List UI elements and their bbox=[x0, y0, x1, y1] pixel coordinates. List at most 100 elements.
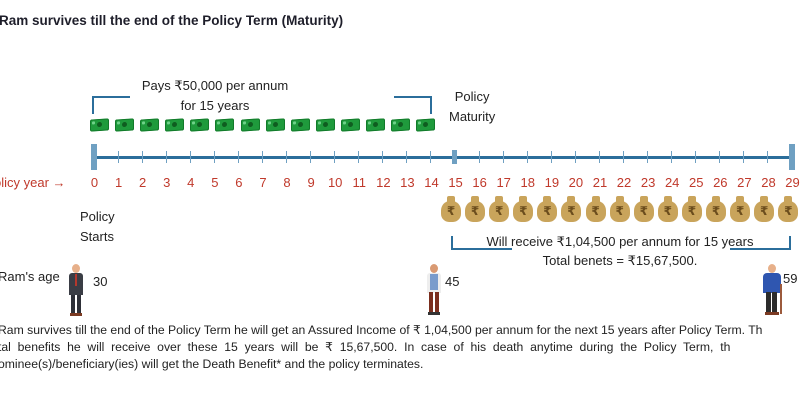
money-bag-rupee-icon: ₹ bbox=[657, 196, 678, 222]
paragraph-line-1: Ram survives till the end of the Policy … bbox=[0, 323, 763, 337]
money-bag-rupee-icon: ₹ bbox=[585, 196, 606, 222]
timeline-tick bbox=[623, 151, 625, 163]
year-label: 26 bbox=[713, 175, 728, 190]
year-label: 19 bbox=[544, 175, 560, 190]
timeline-tick bbox=[189, 151, 191, 163]
timeline-tick bbox=[478, 151, 480, 163]
policy-year-axis-label: olicy year → bbox=[0, 175, 66, 190]
policy-starts-label: Policy Starts bbox=[80, 207, 115, 247]
money-note-icon bbox=[215, 118, 235, 132]
year-label: 6 bbox=[235, 175, 243, 190]
age-value-30: 30 bbox=[93, 274, 108, 289]
timeline-tick bbox=[671, 151, 673, 163]
year-label: 11 bbox=[352, 175, 367, 190]
money-note-icon bbox=[190, 118, 210, 132]
age-value-45: 45 bbox=[445, 274, 460, 289]
money-note-icon bbox=[140, 118, 160, 132]
year-label: 15 bbox=[448, 175, 463, 190]
year-label: 17 bbox=[496, 175, 511, 190]
payout-bracket-gap bbox=[512, 244, 730, 252]
money-bag-rupee-icon: ₹ bbox=[465, 196, 486, 222]
money-note-icon bbox=[290, 118, 310, 132]
year-label: 0 bbox=[90, 175, 99, 190]
money-bag-rupee-icon: ₹ bbox=[513, 196, 534, 222]
timeline-tick bbox=[334, 151, 336, 163]
year-label: 4 bbox=[187, 175, 195, 190]
money-note-icon bbox=[90, 118, 109, 132]
year-label: 12 bbox=[376, 175, 391, 190]
year-label: 21 bbox=[592, 175, 608, 190]
money-bag-rupee-icon: ₹ bbox=[681, 196, 702, 222]
timeline-tick bbox=[526, 151, 528, 163]
starts-line-2: Starts bbox=[80, 229, 114, 244]
timeline-tick bbox=[647, 151, 649, 163]
money-note-icon bbox=[391, 118, 411, 132]
starts-line-1: Policy bbox=[80, 209, 115, 224]
timeline-tick bbox=[310, 151, 312, 163]
timeline-tick bbox=[90, 144, 97, 170]
young-man-suit-icon bbox=[68, 264, 84, 316]
timeline-tick bbox=[141, 151, 143, 163]
year-label: 28 bbox=[761, 175, 776, 190]
money-note-icon bbox=[165, 118, 185, 132]
money-bag-rupee-icon: ₹ bbox=[754, 196, 775, 222]
year-label: 14 bbox=[424, 175, 439, 190]
timeline-axis bbox=[93, 156, 791, 159]
timeline-tick bbox=[430, 151, 432, 163]
timeline-tick bbox=[502, 151, 504, 163]
timeline-tick bbox=[286, 151, 288, 163]
payout-line-1: Will receive ₹1,04,500 per annum for 15 … bbox=[486, 234, 754, 249]
explanation-paragraph: Ram survives till the end of the Policy … bbox=[0, 322, 800, 373]
timeline-tick bbox=[165, 151, 167, 163]
year-label: 9 bbox=[307, 175, 315, 190]
money-bag-rupee-icon: ₹ bbox=[561, 196, 582, 222]
maturity-line-2: Maturity bbox=[449, 109, 496, 124]
year-label: 18 bbox=[520, 175, 535, 190]
year-label: 2 bbox=[139, 175, 147, 190]
payout-description: Will receive ₹1,04,500 per annum for 15 … bbox=[440, 232, 800, 270]
timeline-tick bbox=[117, 151, 119, 163]
paragraph-line-2: tal benefits he will receive over these … bbox=[0, 340, 731, 354]
money-note-icon bbox=[315, 118, 335, 132]
money-bag-rupee-icon: ₹ bbox=[778, 196, 799, 222]
timeline-tick bbox=[743, 151, 745, 163]
maturity-line-1: Policy bbox=[454, 89, 490, 104]
timeline-tick bbox=[598, 151, 600, 163]
money-note-icon bbox=[115, 118, 135, 132]
money-bag-rupee-icon: ₹ bbox=[730, 196, 751, 222]
page-title: Ram survives till the end of the Policy … bbox=[0, 13, 344, 28]
year-label: 25 bbox=[689, 175, 704, 190]
timeline-tick bbox=[451, 150, 457, 164]
year-label: 22 bbox=[616, 175, 632, 190]
policy-maturity-label: Policy Maturity bbox=[449, 87, 495, 127]
timeline-tick bbox=[719, 151, 721, 163]
year-label: 23 bbox=[640, 175, 656, 190]
premium-bracket-right bbox=[394, 96, 432, 114]
paragraph-line-3: ominee(s)/beneficiary(ies) will get the … bbox=[0, 357, 424, 371]
timeline-tick bbox=[574, 151, 576, 163]
money-bag-rupee-icon: ₹ bbox=[633, 196, 654, 222]
money-bag-rupee-icon: ₹ bbox=[537, 196, 558, 222]
payout-money-bag-icons: ₹ ₹ ₹ ₹ ₹ ₹ ₹ ₹ ₹ ₹ ₹ ₹ ₹ ₹ ₹ bbox=[441, 196, 799, 222]
timeline-tick bbox=[213, 151, 215, 163]
old-man-cane-icon bbox=[762, 264, 784, 316]
money-note-icon bbox=[366, 118, 386, 132]
money-bag-rupee-icon: ₹ bbox=[489, 196, 510, 222]
timeline-tick bbox=[695, 151, 697, 163]
timeline-tick bbox=[237, 151, 239, 163]
premium-description: Pays ₹50,000 per annum for 15 years bbox=[0, 76, 430, 116]
year-label: 24 bbox=[664, 175, 680, 190]
middle-aged-man-icon bbox=[426, 264, 442, 316]
year-label: 27 bbox=[737, 175, 752, 190]
timeline-tick bbox=[261, 151, 263, 163]
age-value-59: 59 bbox=[783, 271, 798, 286]
premium-line-1: Pays ₹50,000 per annum bbox=[141, 78, 289, 93]
premium-money-icons bbox=[90, 118, 436, 135]
year-label: 7 bbox=[259, 175, 267, 190]
year-label: 1 bbox=[114, 175, 123, 190]
timeline-tick bbox=[767, 151, 769, 163]
year-label: 10 bbox=[327, 175, 343, 190]
year-label: 29 bbox=[785, 175, 800, 190]
year-label: 8 bbox=[283, 175, 291, 190]
money-note-icon bbox=[240, 118, 260, 132]
